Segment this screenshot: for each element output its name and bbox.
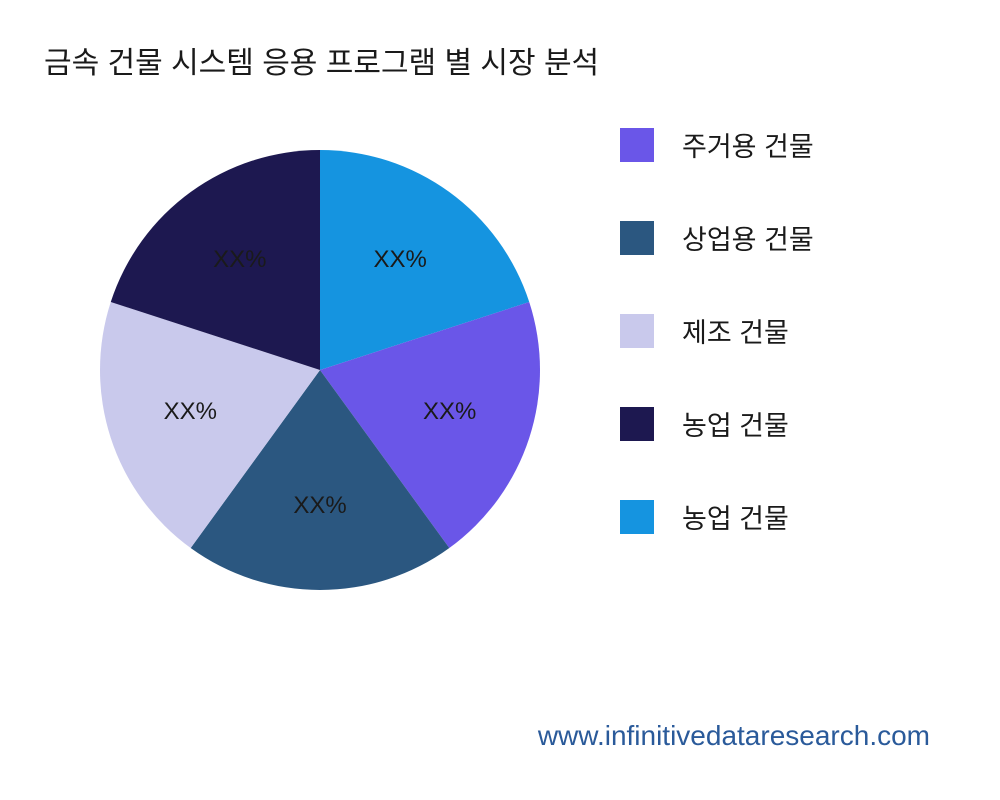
pie-chart: XX% XX% XX% XX% XX% bbox=[80, 130, 560, 610]
legend-item: 주거용 건물 bbox=[620, 125, 814, 164]
pie-slice-label-s4: XX% bbox=[164, 398, 217, 426]
footer-link[interactable]: www.infinitivedataresearch.com bbox=[538, 720, 930, 752]
legend-item: 상업용 건물 bbox=[620, 218, 814, 257]
legend-swatch bbox=[620, 314, 654, 348]
pie-svg bbox=[80, 130, 560, 610]
legend-item: 농업 건물 bbox=[620, 497, 814, 536]
chart-title: 금속 건물 시스템 응용 프로그램 별 시장 분석 bbox=[44, 38, 599, 82]
pie-slice-label-s3: XX% bbox=[293, 492, 346, 520]
legend-swatch bbox=[620, 221, 654, 255]
legend-swatch bbox=[620, 407, 654, 441]
legend: 주거용 건물상업용 건물제조 건물농업 건물농업 건물 bbox=[620, 125, 814, 590]
legend-label: 주거용 건물 bbox=[682, 125, 814, 164]
legend-swatch bbox=[620, 500, 654, 534]
legend-swatch bbox=[620, 128, 654, 162]
legend-label: 농업 건물 bbox=[682, 497, 789, 536]
pie-slice-label-s2: XX% bbox=[423, 398, 476, 426]
legend-item: 제조 건물 bbox=[620, 311, 814, 350]
legend-label: 제조 건물 bbox=[682, 311, 789, 350]
legend-item: 농업 건물 bbox=[620, 404, 814, 443]
legend-label: 상업용 건물 bbox=[682, 218, 814, 257]
pie-slice-label-s1: XX% bbox=[373, 246, 426, 274]
legend-label: 농업 건물 bbox=[682, 404, 789, 443]
pie-slice-label-s5: XX% bbox=[213, 246, 266, 274]
